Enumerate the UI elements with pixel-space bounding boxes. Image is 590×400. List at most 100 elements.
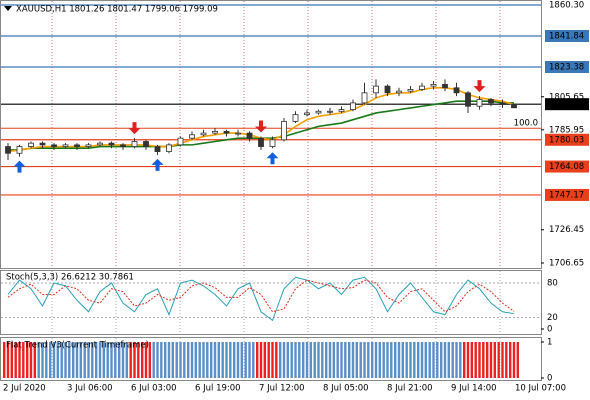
trend-bar <box>286 342 289 378</box>
trend-bar <box>501 342 504 378</box>
candle-body <box>28 142 34 147</box>
candle-body <box>488 99 494 104</box>
candle-body <box>407 89 414 92</box>
buy-arrow <box>13 160 26 173</box>
trend-bar <box>344 342 347 378</box>
trend-bar <box>482 342 485 378</box>
trend-bar <box>378 342 381 378</box>
trend-bar <box>37 342 40 378</box>
trend-bar <box>3 342 6 378</box>
trend-bar <box>22 342 25 378</box>
candle-body <box>315 110 322 114</box>
x-tick-label: 8 Jul 05:00 <box>323 384 369 394</box>
level-label: 1841.84 <box>549 31 584 41</box>
trend-bar <box>436 342 439 378</box>
trend-bar <box>125 342 128 378</box>
trend-bar <box>443 342 447 378</box>
candle-body <box>177 137 184 146</box>
trend-bar <box>233 342 236 378</box>
trend-bar <box>290 342 293 378</box>
trend-bar <box>240 342 243 378</box>
trend-bar <box>52 342 56 378</box>
trend-bar <box>386 342 389 378</box>
trend-bar <box>118 342 121 378</box>
trend-bar <box>87 342 90 378</box>
candle-body <box>442 84 448 89</box>
candle-body <box>361 92 368 104</box>
stoch-line <box>7 279 515 313</box>
y-tick-label: 1706.65 <box>549 258 584 268</box>
x-tick-label: 8 Jul 21:00 <box>387 384 433 394</box>
level-label: 1764.08 <box>549 162 584 172</box>
trend-bar <box>225 342 228 378</box>
trend-bar <box>371 342 374 378</box>
candle-body <box>154 146 161 152</box>
trend-bar <box>121 342 125 378</box>
trend-bar <box>440 342 443 378</box>
level-box <box>545 60 589 73</box>
trend-bar <box>259 342 263 378</box>
trend-tick-label: 1 <box>547 338 552 348</box>
trend-bar <box>133 342 136 378</box>
trend-bar <box>470 342 473 378</box>
candle-body <box>511 103 517 109</box>
trend-bar <box>397 342 401 378</box>
trend-bar <box>336 342 339 378</box>
trend-bar <box>202 342 205 378</box>
trend-bar <box>428 342 431 378</box>
trend-bar <box>194 342 197 378</box>
trend-bar <box>313 342 316 378</box>
buy-arrow <box>151 158 164 171</box>
x-tick-label: 3 Jul 06:00 <box>67 384 113 394</box>
level-box <box>545 98 589 111</box>
trend-bar <box>156 342 159 378</box>
trend-bar <box>466 342 470 378</box>
trend-bar <box>317 342 320 378</box>
trend-bar <box>321 342 324 378</box>
trend-bar <box>390 342 393 378</box>
level-label: 1780.03 <box>549 135 584 145</box>
trend-bar <box>141 342 144 378</box>
trend-bar <box>83 342 86 378</box>
trend-bar <box>351 342 355 378</box>
y-tick-label: 1805.65 <box>549 92 584 102</box>
level-box <box>545 133 589 146</box>
candle-body <box>189 134 195 139</box>
trend-bar <box>463 342 466 378</box>
candle-body <box>373 85 379 94</box>
x-tick-label: 10 Jul 07:00 <box>515 384 566 394</box>
trend-bar <box>328 342 332 378</box>
trend-bar <box>401 342 404 378</box>
trend-bar <box>256 342 259 378</box>
trend-bar <box>493 342 496 378</box>
level-label: 1823.38 <box>549 62 584 72</box>
trend-bar <box>252 342 255 378</box>
trend-bar <box>516 342 519 378</box>
candle-body <box>281 120 287 141</box>
sell-arrow <box>255 120 267 133</box>
trend-bar <box>190 342 194 378</box>
trend-bar <box>79 342 82 378</box>
candle-body <box>235 132 241 135</box>
trend-bar <box>56 342 59 378</box>
y-tick-label: 1785.95 <box>549 125 584 135</box>
trend-bar <box>374 342 378 378</box>
trend-bar <box>263 342 266 378</box>
candle-body <box>131 141 138 147</box>
candle-body <box>499 102 506 105</box>
trend-bar <box>198 342 201 378</box>
trend-bar <box>325 342 328 378</box>
trend-bar <box>486 342 489 378</box>
trend-bar <box>75 342 79 378</box>
trend-bar <box>152 342 155 378</box>
candle-body <box>74 144 80 147</box>
buy-arrow <box>266 152 279 165</box>
menu-triangle <box>4 6 12 11</box>
trend-bar <box>275 342 278 378</box>
fib-label: 100.0 <box>514 119 538 129</box>
trend-bar <box>309 342 312 378</box>
candle-body <box>338 109 345 112</box>
trend-bar <box>405 342 408 378</box>
trend-bar <box>305 342 309 378</box>
